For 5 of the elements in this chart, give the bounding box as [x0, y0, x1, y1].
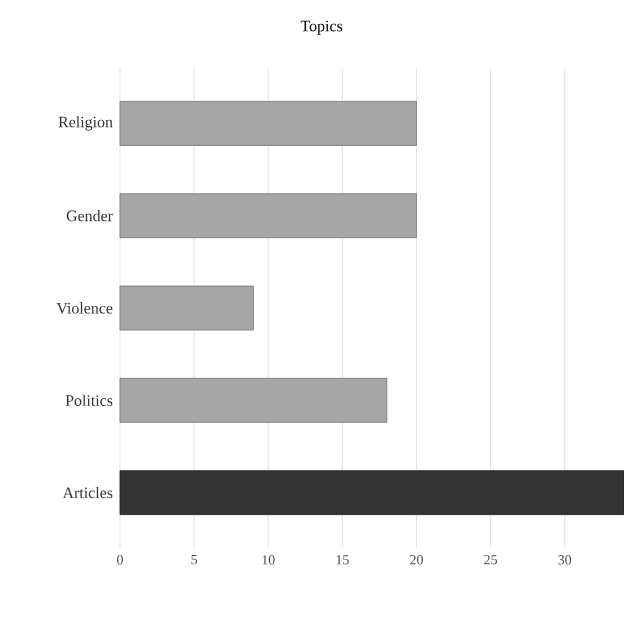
bar [119, 285, 254, 331]
bar [119, 470, 624, 516]
bar [119, 101, 417, 146]
bar [119, 377, 388, 423]
bar [119, 193, 417, 239]
